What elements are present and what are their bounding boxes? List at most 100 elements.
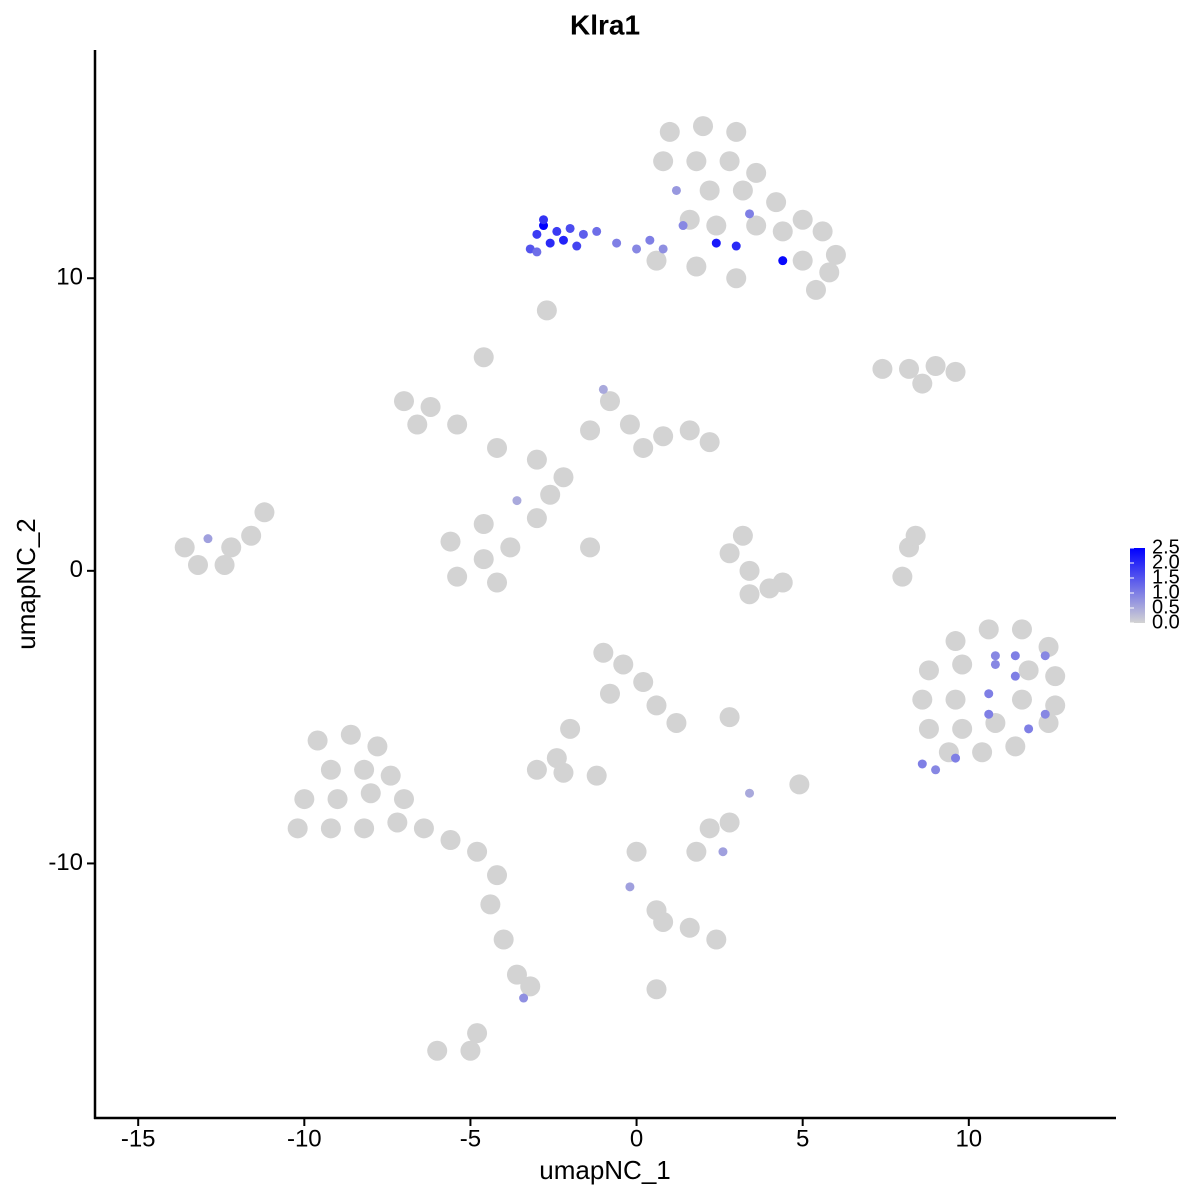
x-axis-label: umapNC_1 [539,1155,671,1185]
point [327,789,348,810]
point [739,560,760,581]
point [221,537,242,558]
point [646,250,667,271]
point [726,121,747,142]
colorbar-label: 1.0 [1152,581,1180,603]
point [380,765,401,786]
point [393,391,414,412]
point [1005,736,1026,757]
point [706,929,727,950]
point [739,584,760,605]
y-tick-label: 0 [70,556,83,583]
point [447,566,468,587]
point [565,223,575,233]
point [552,226,562,236]
point [241,525,262,546]
point [912,689,933,710]
point [393,789,414,810]
colorbar-label: 0.0 [1152,611,1180,633]
point [512,496,522,506]
point [307,730,328,751]
point [447,414,468,435]
point [619,414,640,435]
points [174,116,1066,1061]
point [789,774,810,795]
point [633,672,654,693]
point [520,976,541,997]
point [653,151,674,172]
point [187,554,208,575]
point [719,151,740,172]
point [905,525,926,546]
y-tick-label: -10 [48,849,83,876]
point [931,765,941,775]
point [460,1040,481,1061]
point [671,185,681,195]
point [203,534,213,544]
point [467,1023,488,1044]
point [653,911,674,932]
point [526,759,547,780]
point [493,929,514,950]
point [1040,709,1050,719]
point [526,449,547,470]
point [532,229,542,239]
point [825,244,846,265]
point [925,356,946,377]
point [613,654,634,675]
point [805,279,826,300]
point [745,788,755,798]
point [778,256,788,266]
point [872,358,893,379]
point [354,818,375,839]
point [918,718,939,739]
point [1011,619,1032,640]
x-tick-label: 10 [955,1125,982,1152]
point [731,241,741,251]
point [745,209,755,219]
point [719,812,740,833]
x-tick-label: 0 [630,1125,643,1152]
point [646,695,667,716]
point [666,712,687,733]
point [540,484,561,505]
point [719,543,740,564]
point [320,818,341,839]
point [984,689,994,699]
point [532,247,542,257]
point [519,993,529,1003]
point [578,229,588,239]
point [945,689,966,710]
point [500,537,521,558]
point [1010,671,1020,681]
point [658,244,668,254]
point [1045,695,1066,716]
point [899,358,920,379]
point [699,818,720,839]
point [645,235,655,245]
point [732,525,753,546]
point [772,221,793,242]
point [686,151,707,172]
point [354,759,375,780]
point [480,894,501,915]
point [473,549,494,570]
point [766,192,787,213]
point [487,865,508,886]
point [294,789,315,810]
point [951,753,961,763]
point [473,347,494,368]
point [726,268,747,289]
point [287,818,308,839]
point [718,847,728,857]
point [659,121,680,142]
point [593,642,614,663]
point [746,162,767,183]
y-tick-label: 10 [56,264,83,291]
point [407,414,428,435]
point [367,736,388,757]
point [320,759,341,780]
point [1045,666,1066,687]
point [553,467,574,488]
